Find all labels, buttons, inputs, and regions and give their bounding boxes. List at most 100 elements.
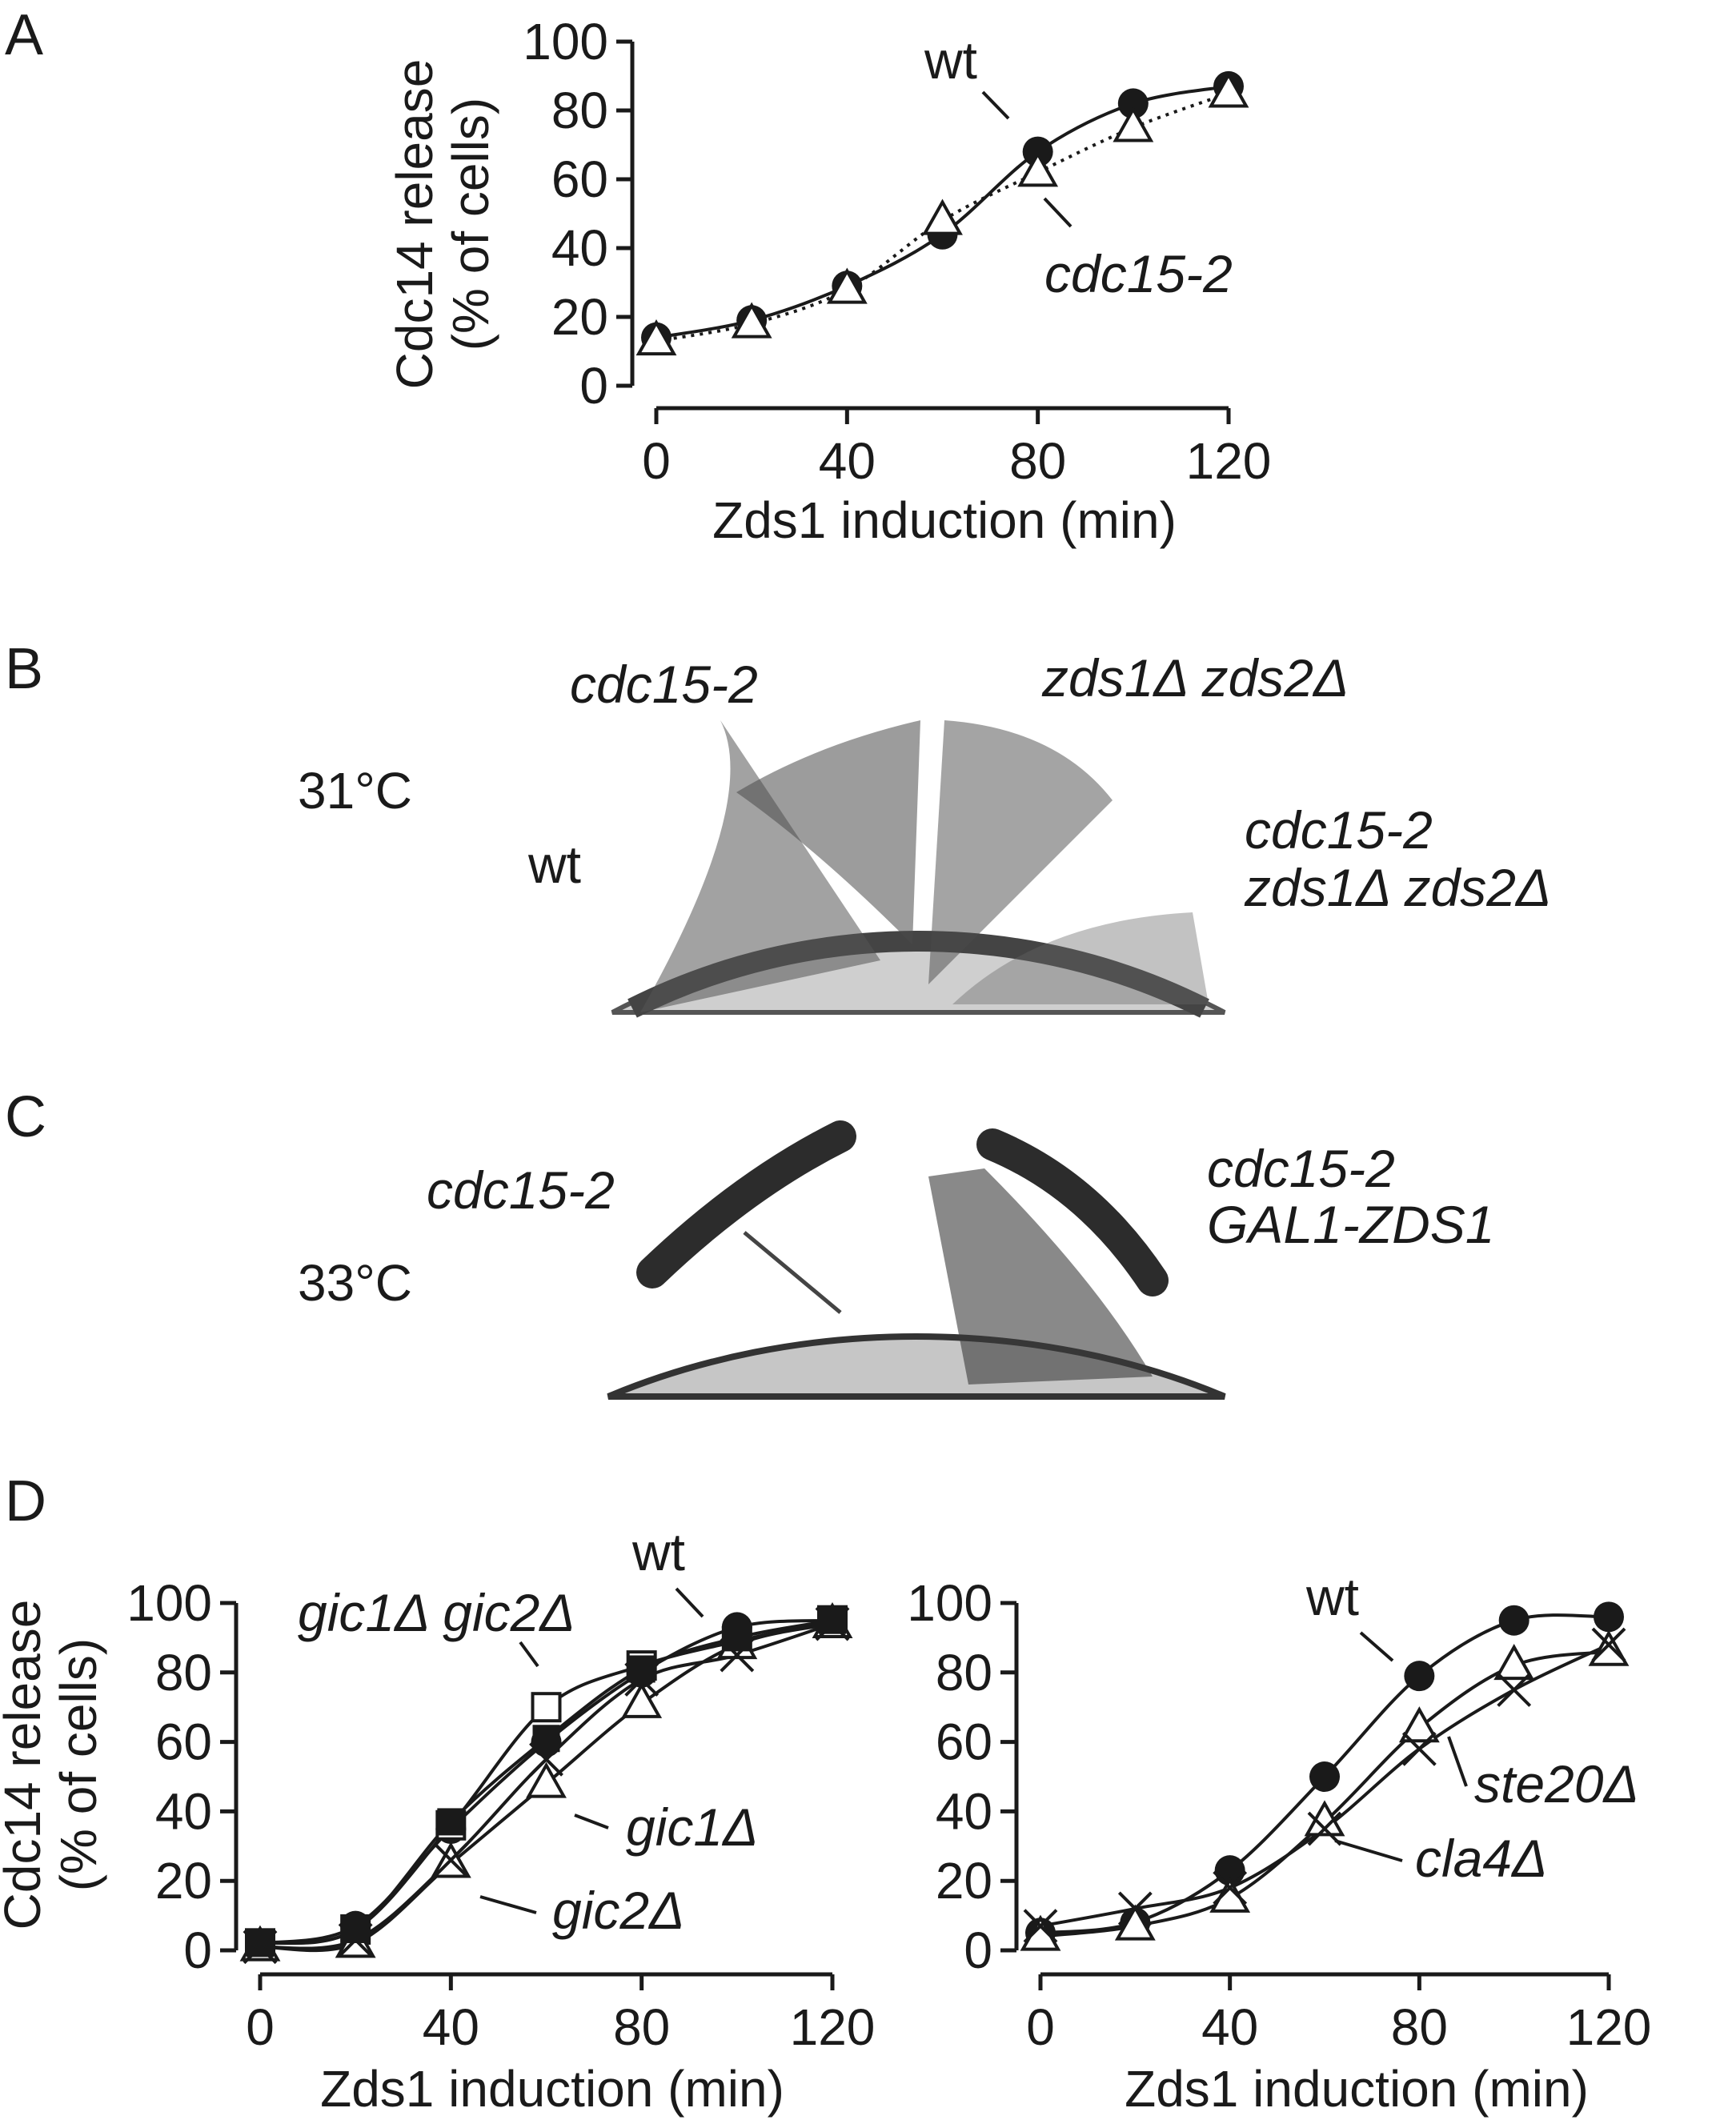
plate-c-streak-left xyxy=(636,1120,856,1288)
point-cla4--4 xyxy=(1401,1731,1437,1766)
plate-b-sector-double xyxy=(952,912,1209,1004)
y-tick-label: 60 xyxy=(936,1713,992,1771)
plate-b-label-wt: wt xyxy=(527,835,581,894)
point-cla4--0 xyxy=(1023,1909,1058,1944)
x-axis-title: Zds1 induction (min) xyxy=(320,2060,784,2118)
point-cdc15-2-3 xyxy=(922,198,963,235)
point-cla4--1 xyxy=(1117,1891,1153,1926)
plate-b-label-cdc15-2-b: cdc15-2 xyxy=(1245,800,1433,860)
plate-b: 31°C cdc15-2 zds1Δ zds2Δ wt cdc15-2 zds1… xyxy=(298,648,1551,1018)
plate-c-sector-gal xyxy=(928,1168,1153,1385)
y-tick-label: 0 xyxy=(579,357,608,415)
leader-gic2 xyxy=(479,1895,537,1914)
series-label-gic1: gic1Δ xyxy=(626,1797,758,1857)
y-axis-title-line1: Cdc14 release xyxy=(386,59,443,390)
y-tick-label: 20 xyxy=(551,288,608,346)
point-series-4-2 xyxy=(437,1808,465,1836)
panel-letter-d: D xyxy=(5,1469,46,1533)
series-label-cla4: cla4Δ xyxy=(1415,1829,1547,1888)
point-wt-5 xyxy=(1117,88,1149,119)
leader-wt xyxy=(981,90,1010,120)
temperature-label-c: 33°C xyxy=(298,1254,412,1312)
series-label-gic1-gic2: gic1Δ gic2Δ xyxy=(298,1583,575,1642)
y-tick-label: 40 xyxy=(936,1782,992,1840)
point-wt-5 xyxy=(1498,1605,1530,1636)
series-label-cdc15-2: cdc15-2 xyxy=(1044,244,1233,303)
point-cdc15-2-2 xyxy=(826,267,868,304)
chart-d-right: Zds1 induction (min) wt ste20Δ cla4Δ 0 40… xyxy=(907,1567,1651,2118)
chart-d-left: Cdc14 release (% of cells) Zds1 inductio… xyxy=(0,1522,875,2118)
point-ste20--5 xyxy=(1493,1644,1535,1681)
y-tick-label: 40 xyxy=(551,219,608,277)
panel-letter-b: B xyxy=(5,637,43,701)
y-tick-label: 40 xyxy=(155,1782,212,1840)
point-cdc15-2-0 xyxy=(635,319,677,356)
plate-c: 33°C cdc15-2 cdc15-2 GAL1-ZDS1 xyxy=(298,1120,1494,1400)
leader-cla4 xyxy=(1334,1839,1403,1862)
series-label-wt: wt xyxy=(1305,1567,1359,1626)
y-tick-label: 80 xyxy=(155,1644,212,1701)
plate-b-sector-wt xyxy=(640,720,880,1012)
point-cdc15-2-1 xyxy=(731,302,772,339)
chart-a: Cdc14 release (% of cells) Zds1 inductio… xyxy=(386,13,1271,549)
y-tick-label: 0 xyxy=(964,1922,992,1979)
point-cla4--6 xyxy=(1591,1627,1626,1662)
plate-b-sector-zds xyxy=(928,720,1113,984)
panel-letter-c: C xyxy=(5,1085,46,1149)
y-tick-label: 100 xyxy=(126,1574,212,1632)
x-tick-label: 80 xyxy=(1391,1998,1448,2056)
y-axis-title-line2: (% of cells) xyxy=(50,1638,107,1892)
leader-gic1-gic2 xyxy=(519,1641,539,1668)
x-tick-label: 80 xyxy=(1009,432,1066,490)
series-label-ste20: ste20Δ xyxy=(1474,1754,1639,1813)
x-tick-label: 120 xyxy=(1186,432,1272,490)
leader-cdc15-2 xyxy=(1043,197,1072,228)
y-tick-label: 60 xyxy=(155,1713,212,1771)
series-label-gic2: gic2Δ xyxy=(552,1881,684,1940)
point-cla4--3 xyxy=(1307,1811,1342,1846)
plate-b-sector-cdc15-2 xyxy=(736,720,920,944)
point-ste20--4 xyxy=(1398,1706,1440,1743)
point-cdc15-2-6 xyxy=(1208,71,1249,108)
plate-c-label-cdc15-2-b: cdc15-2 xyxy=(1207,1139,1395,1198)
point-wt-4 xyxy=(1404,1661,1435,1692)
series-label-wt: wt xyxy=(924,30,977,90)
plate-b-label-cdc15-2: cdc15-2 xyxy=(570,655,758,714)
y-axis-title-line1: Cdc14 release xyxy=(0,1600,51,1930)
point-series-4-5 xyxy=(723,1624,751,1652)
plate-c-streak-right xyxy=(976,1128,1169,1296)
point-gic2--2 xyxy=(433,1842,468,1878)
y-tick-label: 20 xyxy=(936,1852,992,1910)
point-ste20--6 xyxy=(1588,1629,1630,1666)
plate-b-label-zds: zds1Δ zds2Δ xyxy=(1041,648,1349,707)
x-tick-label: 0 xyxy=(1026,1998,1055,2056)
x-axis-title: Zds1 induction (min) xyxy=(1125,2060,1589,2118)
leader-wt xyxy=(1359,1631,1394,1662)
point-ste20--2 xyxy=(1209,1876,1251,1913)
point-series-4-6 xyxy=(819,1606,846,1634)
x-tick-label: 120 xyxy=(1566,1998,1652,2056)
panel-letter-a: A xyxy=(5,3,43,67)
point-series-4-4 xyxy=(627,1655,656,1683)
x-tick-label: 40 xyxy=(1201,1998,1258,2056)
x-tick-label: 40 xyxy=(423,1998,479,2056)
y-axis-title-line2: (% of cells) xyxy=(442,98,499,351)
point-series-4-3 xyxy=(532,1725,560,1753)
x-tick-label: 120 xyxy=(790,1998,876,2056)
point-cla4--5 xyxy=(1497,1673,1532,1707)
plate-b-label-zds-b: zds1Δ zds2Δ xyxy=(1244,858,1551,917)
point-cdc15-2-5 xyxy=(1113,106,1154,142)
x-tick-label: 0 xyxy=(642,432,671,490)
point-gic1-gic2--3 xyxy=(531,1692,562,1723)
point-cdc15-2-4 xyxy=(1017,150,1059,187)
point-series-4-0 xyxy=(247,1930,274,1958)
point-cla4--2 xyxy=(1213,1870,1248,1906)
temperature-label-b: 31°C xyxy=(298,762,412,820)
x-tick-label: 40 xyxy=(819,432,876,490)
y-tick-label: 100 xyxy=(523,13,608,70)
leader-wt xyxy=(675,1587,704,1618)
x-axis-title: Zds1 induction (min) xyxy=(712,491,1177,549)
plate-c-sector-cdc15-2 xyxy=(743,1231,842,1314)
point-series-4-1 xyxy=(342,1915,370,1943)
